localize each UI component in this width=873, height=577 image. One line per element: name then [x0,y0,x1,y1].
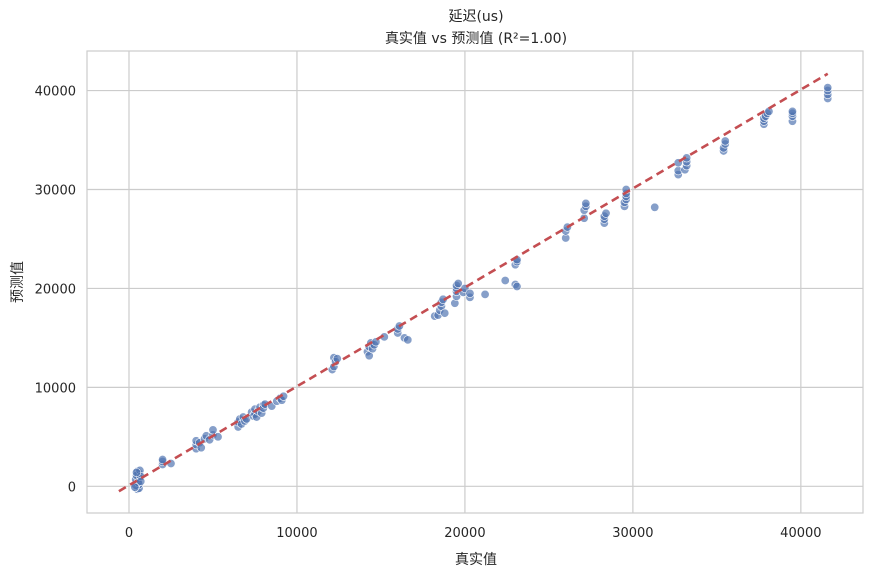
data-point [787,106,797,116]
data-point [480,289,490,299]
data-point [208,425,218,435]
data-point [581,198,591,208]
plot-frame [86,50,864,514]
chart-subtitle: 真实值 vs 预测值 (R²=1.00) [385,31,567,47]
data-point [403,335,413,345]
data-point [823,83,833,93]
y-tick-label: 40000 [35,85,76,100]
x-tick-label: 10000 [276,526,317,541]
x-tick-label: 40000 [780,526,821,541]
plot-area: 0 10000 20000 30000 40000 0 10000 20000 30000 400… [35,50,864,541]
data-point [650,202,660,212]
x-tick-label: 30000 [612,526,653,541]
data-point [440,308,450,318]
data-point [132,467,142,477]
y-tick-label: 10000 [35,381,76,396]
data-point [512,281,522,291]
data-point [720,136,730,146]
data-point [500,276,510,286]
data-point [453,278,463,288]
reference-line [118,72,829,493]
data-point [158,455,168,465]
x-tick-label: 0 [125,526,133,541]
x-axis-label: 真实值 [455,552,497,568]
data-point [601,208,611,218]
y-axis-label: 预测值 [10,261,26,303]
y-tick-label: 20000 [35,282,76,297]
y-tick-label: 0 [68,480,76,495]
chart-title: 延迟(us) [448,9,503,25]
data-point [465,288,475,298]
x-tick-label: 20000 [444,526,485,541]
y-tick-label: 30000 [35,184,76,199]
